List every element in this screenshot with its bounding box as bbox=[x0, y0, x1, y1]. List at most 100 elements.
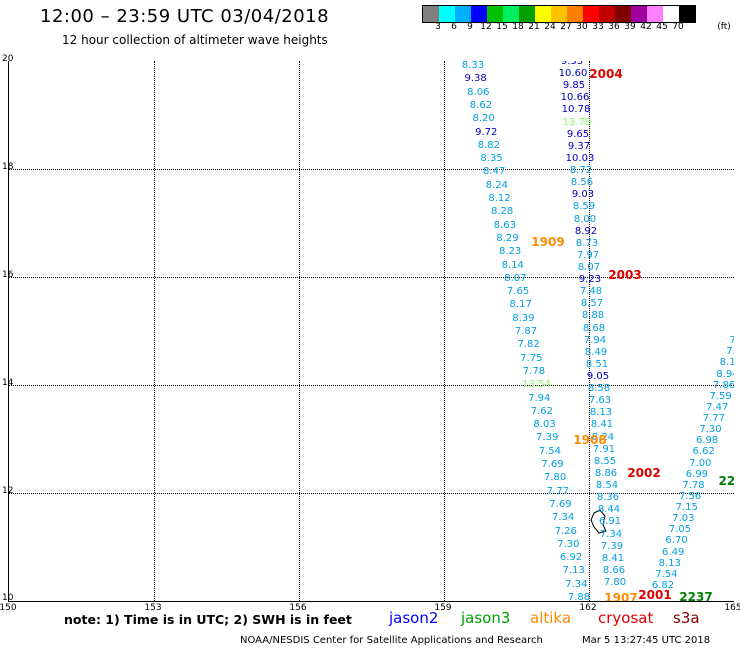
wave-height-value: 7.15 bbox=[675, 502, 698, 514]
longitude-gridline bbox=[589, 61, 590, 601]
wave-height-value: 7.2 bbox=[726, 346, 734, 358]
footer-credit: NOAA/NESDIS Center for Satellite Applica… bbox=[240, 635, 543, 646]
wave-height-value: 7.34 bbox=[551, 512, 575, 524]
pass-time-label: 223 bbox=[718, 474, 734, 488]
color-legend-labels: 3 6 9 12 15 18 21 24 27 30 33 36 39 42 45 70 (ft) bbox=[0, 22, 740, 34]
wave-height-value: 7.97 bbox=[576, 249, 600, 261]
legend-swatch bbox=[615, 6, 631, 22]
wave-height-value: 8.07 bbox=[577, 261, 601, 273]
legend-label: 9 bbox=[467, 22, 473, 32]
wave-height-value: 8.66 bbox=[602, 564, 626, 576]
footer-timestamp: Mar 5 13:27:45 UTC 2018 bbox=[582, 635, 711, 646]
wave-height-value: 8.12 bbox=[488, 193, 511, 204]
wave-height-value: 7.30 bbox=[699, 424, 722, 436]
wave-height-value: 8.92 bbox=[574, 225, 598, 237]
wave-height-value: 7.26 bbox=[554, 525, 577, 537]
latitude-label: 10 bbox=[2, 593, 14, 603]
wave-height-value: 7.00 bbox=[689, 457, 712, 469]
wave-height-value: 8.59 bbox=[572, 201, 596, 213]
legend-label: 21 bbox=[528, 22, 540, 32]
wave-height-value: 7.05 bbox=[668, 524, 692, 536]
wave-height-value: 8.28 bbox=[491, 206, 514, 218]
wave-height-value: 8.68 bbox=[582, 322, 606, 334]
legend-label: 36 bbox=[608, 22, 620, 32]
wave-height-value: 7.4 bbox=[730, 336, 734, 346]
legend-swatch bbox=[439, 6, 455, 22]
legend-label: 42 bbox=[640, 22, 652, 32]
wave-height-value: 9.37 bbox=[567, 140, 591, 152]
wave-height-value: 9.03 bbox=[571, 189, 595, 201]
wave-height-value: 7.87 bbox=[514, 326, 538, 337]
latitude-gridline bbox=[9, 493, 734, 494]
wave-height-value: 8.62 bbox=[469, 99, 493, 111]
wave-height-value: 7.69 bbox=[541, 459, 564, 470]
pass-time-label: 1908 bbox=[573, 433, 607, 447]
wave-height-value: 8.58 bbox=[587, 383, 611, 395]
wave-height-value: 8.47 bbox=[483, 166, 506, 178]
wave-height-value: 7.5 bbox=[733, 325, 734, 335]
wave-height-value: 6.70 bbox=[665, 535, 688, 547]
wave-height-value: 7.78 bbox=[682, 479, 705, 491]
wave-height-value: 7.94 bbox=[528, 392, 551, 404]
satellite-legend-altika: altika bbox=[530, 609, 572, 627]
legend-swatch bbox=[679, 6, 695, 22]
wave-height-value: 9.33 bbox=[560, 61, 584, 67]
latitude-label: 14 bbox=[2, 378, 14, 388]
longitude-label: 159 bbox=[434, 603, 452, 613]
wave-height-value: 7.39 bbox=[536, 432, 559, 444]
wave-height-value: 7.65 bbox=[506, 286, 530, 298]
wave-height-value: 8.54 bbox=[595, 480, 619, 492]
wave-height-value: 8.29 bbox=[496, 232, 519, 244]
longitude-label: 156 bbox=[289, 603, 307, 613]
satellite-legend-jason2: jason2 bbox=[389, 609, 439, 627]
wave-height-value: 8.94 bbox=[716, 368, 734, 380]
legend-label: 27 bbox=[560, 22, 572, 32]
legend-swatch bbox=[663, 6, 679, 22]
wave-height-value: 8.17 bbox=[509, 299, 532, 311]
color-legend bbox=[422, 5, 696, 23]
wave-height-value: 10.03 bbox=[565, 152, 595, 164]
island-outline bbox=[590, 509, 607, 534]
legend-swatch bbox=[455, 6, 471, 22]
wave-height-value: 7.03 bbox=[672, 513, 695, 525]
wave-height-value: 8.07 bbox=[504, 272, 527, 284]
longitude-label: 150 bbox=[0, 603, 17, 613]
wave-height-value: 7.80 bbox=[603, 577, 627, 588]
legend-swatch bbox=[471, 6, 487, 22]
wave-height-value: 7.34 bbox=[565, 578, 588, 590]
wave-height-value: 8.86 bbox=[594, 467, 618, 479]
map-title: 12:00 – 23:59 UTC 03/04/2018 bbox=[40, 6, 330, 27]
latitude-label: 12 bbox=[2, 486, 14, 496]
legend-label: 70 bbox=[672, 22, 684, 32]
wave-height-value: 8.55 bbox=[593, 455, 617, 467]
longitude-gridline bbox=[154, 61, 155, 601]
legend-swatch bbox=[631, 6, 647, 22]
longitude-label: 165 bbox=[724, 603, 740, 613]
legend-label: 15 bbox=[496, 22, 508, 32]
legend-label: 18 bbox=[512, 22, 524, 32]
legend-label: 33 bbox=[592, 22, 604, 32]
wave-height-value: 7.82 bbox=[517, 339, 540, 351]
wave-height-value: 7.59 bbox=[709, 390, 732, 402]
wave-height-value: 7.80 bbox=[544, 472, 567, 484]
legend-swatch bbox=[535, 6, 551, 22]
longitude-label: 153 bbox=[144, 603, 162, 613]
wave-height-value: 9.23 bbox=[578, 274, 602, 286]
wave-height-value: 8.44 bbox=[597, 504, 621, 516]
wave-height-value: 8.88 bbox=[581, 310, 605, 322]
legend-label: 6 bbox=[451, 22, 457, 32]
wave-height-value: 8.39 bbox=[512, 312, 535, 324]
wave-height-value: 7.13 bbox=[562, 565, 585, 577]
latitude-label: 18 bbox=[2, 162, 14, 172]
latitude-label: 16 bbox=[2, 270, 14, 280]
legend-swatch bbox=[567, 6, 583, 22]
wave-height-value: 8.06 bbox=[467, 86, 490, 98]
wave-height-value: 8.41 bbox=[601, 552, 625, 564]
wave-height-value: 7.86 bbox=[712, 379, 734, 391]
legend-label: 3 bbox=[435, 22, 441, 32]
legend-swatch bbox=[551, 6, 567, 22]
legend-swatch bbox=[583, 6, 599, 22]
longitude-gridline bbox=[299, 61, 300, 601]
wave-height-value: 6.49 bbox=[662, 546, 685, 558]
wave-height-value: 8.57 bbox=[580, 298, 604, 310]
